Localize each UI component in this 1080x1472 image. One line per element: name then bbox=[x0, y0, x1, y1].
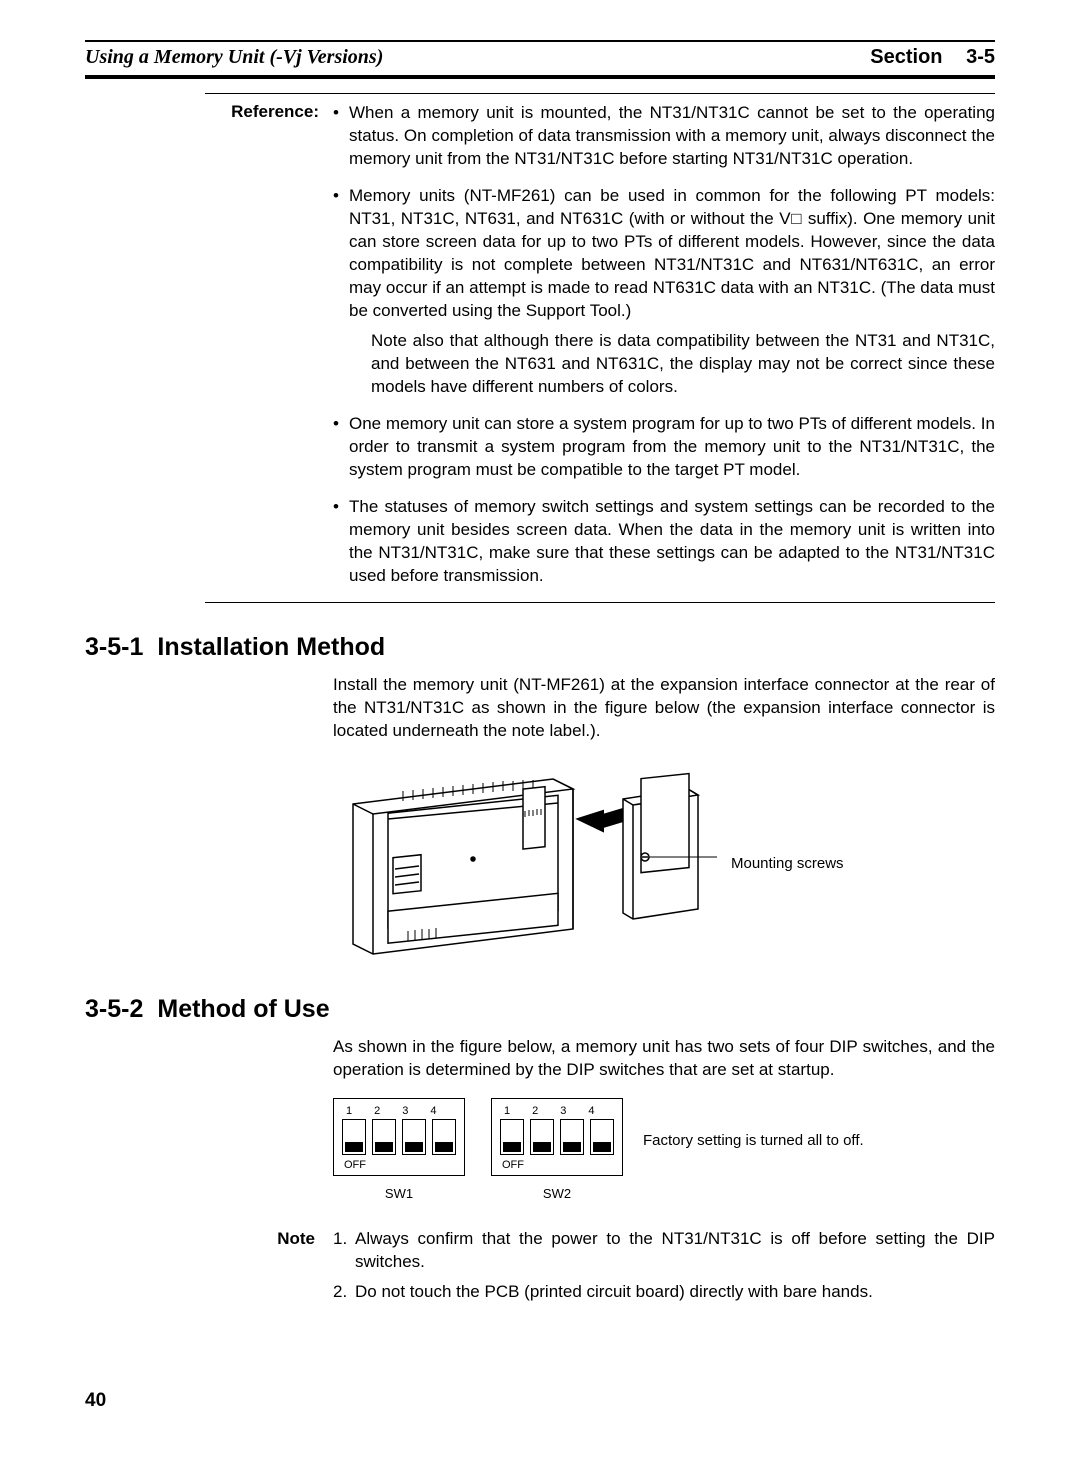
dip-switch-icon bbox=[402, 1119, 426, 1155]
note-label: Note bbox=[265, 1227, 333, 1310]
section-label: Section bbox=[870, 46, 942, 68]
dip-switch-icon bbox=[590, 1119, 614, 1155]
section-number: 3-5 bbox=[966, 46, 995, 68]
bullet-icon: • bbox=[333, 102, 349, 171]
note-item: 1. Always confirm that the power to the … bbox=[333, 1227, 995, 1275]
dip-switch-icon bbox=[560, 1119, 584, 1155]
para-3-5-2: As shown in the figure below, a memory u… bbox=[333, 1036, 995, 1082]
note-item: 2. Do not touch the PCB (printed circuit… bbox=[333, 1280, 995, 1304]
page-header: Using a Memory Unit (-Vj Versions) Secti… bbox=[85, 40, 995, 79]
dip-block-sw1: 1 2 3 4 OFF SW1 bbox=[333, 1098, 465, 1201]
dip-switch-icon bbox=[432, 1119, 456, 1155]
heading-3-5-2: 3-5-2 Method of Use bbox=[85, 995, 995, 1024]
note-text: Do not touch the PCB (printed circuit bo… bbox=[355, 1280, 873, 1304]
dip-switch-icon bbox=[372, 1119, 396, 1155]
heading-title: Installation Method bbox=[157, 633, 385, 661]
heading-number: 3-5-1 bbox=[85, 633, 143, 661]
reference-content: • When a memory unit is mounted, the NT3… bbox=[333, 102, 995, 588]
installation-diagram-icon bbox=[333, 759, 723, 969]
reference-label: Reference: bbox=[205, 102, 333, 588]
note-number: 1. bbox=[333, 1227, 355, 1275]
figure-label-factory-setting: Factory setting is turned all to off. bbox=[643, 1132, 864, 1149]
note-block: Note 1. Always confirm that the power to… bbox=[265, 1227, 995, 1310]
dip-numbers: 1 2 3 4 bbox=[500, 1105, 614, 1117]
dip-name-sw1: SW1 bbox=[385, 1186, 413, 1201]
dip-switch-icon bbox=[342, 1119, 366, 1155]
dip-block-sw2: 1 2 3 4 OFF SW2 bbox=[491, 1098, 623, 1201]
bullet-icon: • bbox=[333, 413, 349, 482]
bullet-icon: • bbox=[333, 496, 349, 588]
dip-name-sw2: SW2 bbox=[543, 1186, 571, 1201]
figure-label-mounting-screws: Mounting screws bbox=[731, 855, 844, 872]
dip-off-label: OFF bbox=[342, 1159, 456, 1171]
heading-3-5-1: 3-5-1 Installation Method bbox=[85, 633, 995, 662]
heading-title: Method of Use bbox=[157, 995, 329, 1023]
bullet-icon: • bbox=[333, 185, 349, 399]
reference-bullet: • The statuses of memory switch settings… bbox=[333, 496, 995, 588]
note-text: Always confirm that the power to the NT3… bbox=[355, 1227, 995, 1275]
bullet-text: One memory unit can store a system progr… bbox=[349, 413, 995, 482]
para-3-5-1: Install the memory unit (NT-MF261) at th… bbox=[333, 674, 995, 743]
figure-installation: Mounting screws bbox=[333, 759, 995, 969]
dip-frame: 1 2 3 4 OFF bbox=[491, 1098, 623, 1176]
note-number: 2. bbox=[333, 1280, 355, 1304]
bullet-text: When a memory unit is mounted, the NT31/… bbox=[349, 102, 995, 171]
reference-bullet: • When a memory unit is mounted, the NT3… bbox=[333, 102, 995, 171]
bullet-text: The statuses of memory switch settings a… bbox=[349, 496, 995, 588]
header-section: Section 3-5 bbox=[870, 46, 995, 69]
dip-switch-icon bbox=[500, 1119, 524, 1155]
dip-numbers: 1 2 3 4 bbox=[342, 1105, 456, 1117]
note-list: 1. Always confirm that the power to the … bbox=[333, 1227, 995, 1310]
bullet-text: Memory units (NT-MF261) can be used in c… bbox=[349, 185, 995, 399]
bullet-subtext: Note also that although there is data co… bbox=[371, 330, 995, 399]
page-number: 40 bbox=[85, 1390, 995, 1412]
dip-switch-icon bbox=[530, 1119, 554, 1155]
dip-frame: 1 2 3 4 OFF bbox=[333, 1098, 465, 1176]
heading-number: 3-5-2 bbox=[85, 995, 143, 1023]
figure-dip-switches: 1 2 3 4 OFF SW1 1 2 3 4 bbox=[333, 1098, 995, 1201]
dip-off-label: OFF bbox=[500, 1159, 614, 1171]
reference-bullet: • Memory units (NT-MF261) can be used in… bbox=[333, 185, 995, 399]
reference-box: Reference: • When a memory unit is mount… bbox=[205, 93, 995, 603]
header-title: Using a Memory Unit (-Vj Versions) bbox=[85, 46, 383, 69]
reference-bullet: • One memory unit can store a system pro… bbox=[333, 413, 995, 482]
